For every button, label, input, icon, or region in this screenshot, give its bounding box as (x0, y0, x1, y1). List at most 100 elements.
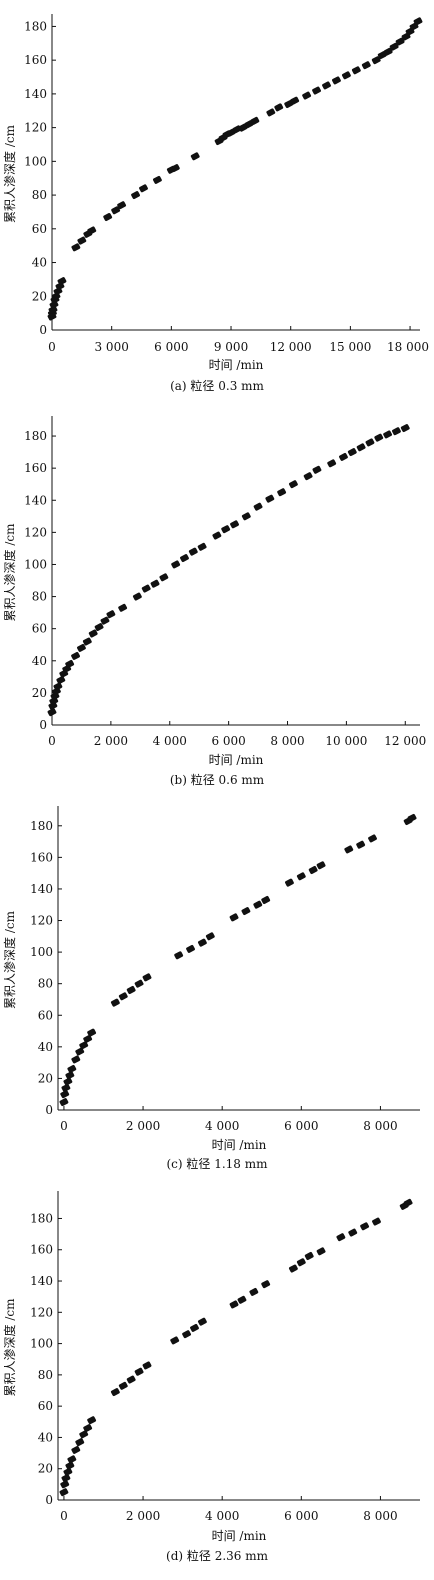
data-point (150, 579, 160, 588)
data-point (75, 1047, 85, 1056)
y-axis-label: 累积人渗深度 /cm (2, 1298, 17, 1397)
panel-caption: (c) 粒径 1.18 mm (166, 1156, 268, 1171)
data-point (371, 56, 381, 65)
data-series (47, 17, 423, 321)
x-tick-label: 3 000 (94, 340, 128, 354)
data-point (57, 277, 67, 286)
chart-panel-4: 0 20 40 60 80 100 120 140 160 180 0 2 000 4 000 6 000… (2, 1191, 420, 1563)
data-point (344, 845, 354, 854)
x-tick-label: 12 000 (270, 340, 312, 354)
data-point (322, 81, 331, 90)
data-point (356, 840, 366, 849)
chart-panel-2: 0 20 40 60 80 100 120 140 160 180 0 2 000 4 000 6 000… (2, 416, 426, 787)
data-point (182, 1330, 191, 1339)
data-point (285, 878, 294, 887)
y-tick-label: 80 (38, 977, 53, 991)
data-point (48, 701, 58, 710)
data-point (296, 872, 306, 881)
y-tick-label: 20 (38, 1462, 53, 1476)
data-point (197, 1317, 207, 1326)
y-tick-label: 180 (24, 19, 47, 33)
x-tick-label: 8 000 (270, 734, 304, 748)
y-tick-label: 20 (32, 686, 47, 700)
data-point (59, 1098, 69, 1107)
data-point (126, 986, 136, 994)
data-point (67, 1455, 77, 1464)
y-tick-label: 80 (38, 1368, 53, 1382)
data-point (365, 438, 375, 447)
data-point (261, 896, 271, 904)
x-tick-label: 6 000 (154, 340, 188, 354)
data-point (170, 1336, 180, 1345)
data-point (336, 1233, 346, 1242)
data-point (197, 938, 207, 947)
data-point (87, 1416, 97, 1425)
y-tick-label: 140 (24, 87, 47, 101)
data-point (221, 525, 231, 534)
y-tick-label: 40 (32, 256, 47, 270)
data-point (139, 184, 148, 193)
data-point (111, 206, 121, 215)
panel-caption: (d) 粒径 2.36 mm (166, 1548, 269, 1563)
data-point (253, 900, 263, 909)
data-point (403, 1198, 413, 1207)
data-point (65, 1461, 75, 1470)
data-point (61, 1474, 71, 1483)
data-point (103, 213, 113, 222)
y-tick-label: 60 (38, 1008, 53, 1022)
chart-panel-3: 0 20 40 60 80 100 120 140 160 180 0 2 000 4 000 6 000… (2, 806, 420, 1171)
y-tick-label: 140 (24, 493, 47, 507)
x-tick-label: 4 000 (205, 1119, 239, 1133)
data-point (134, 979, 144, 988)
y-tick-label: 20 (38, 1071, 53, 1085)
x-tick-label: 10 000 (325, 734, 367, 748)
data-point (180, 554, 189, 563)
y-tick-label: 180 (24, 429, 47, 443)
data-point (274, 103, 284, 112)
x-tick-label: 8 000 (363, 1119, 397, 1133)
data-point (71, 1445, 81, 1454)
data-series (47, 424, 410, 717)
data-point (356, 443, 366, 452)
data-point (79, 1430, 89, 1439)
data-point (71, 1055, 81, 1064)
data-point (174, 951, 184, 960)
data-point (383, 47, 393, 56)
data-point (368, 834, 377, 843)
x-tick-label: 4 000 (153, 734, 187, 748)
data-point (303, 472, 313, 481)
x-tick-label: 18 000 (387, 340, 429, 354)
data-point (241, 907, 251, 916)
y-tick-label: 120 (24, 121, 47, 135)
x-tick-label: 2 000 (94, 734, 128, 748)
x-axis-label: 时间 /min (209, 358, 264, 372)
data-point (106, 610, 116, 619)
data-point (71, 243, 81, 252)
data-point (63, 1077, 73, 1086)
y-tick-label: 100 (24, 154, 47, 168)
y-tick-label: 160 (24, 53, 47, 67)
data-point (75, 1438, 85, 1447)
data-point (126, 1375, 136, 1384)
data-point (395, 37, 405, 46)
y-tick-label: 40 (32, 654, 47, 668)
y-tick-label: 0 (45, 1493, 53, 1507)
y-tick-label: 160 (24, 461, 47, 475)
data-point (249, 1287, 259, 1296)
y-tick-label: 40 (38, 1430, 53, 1444)
y-tick-label: 120 (24, 525, 47, 539)
data-point (253, 502, 263, 511)
x-tick-label: 6 000 (284, 1509, 318, 1523)
data-point (261, 1280, 271, 1289)
data-point (56, 676, 66, 685)
data-series (59, 813, 417, 1107)
x-tick-label: 0 (48, 734, 56, 748)
data-point (94, 623, 104, 632)
data-point (212, 531, 222, 540)
data-point (83, 1424, 93, 1433)
y-tick-label: 160 (30, 1243, 53, 1257)
data-point (312, 465, 322, 474)
data-point (53, 682, 63, 691)
data-series (59, 1198, 413, 1497)
data-point (131, 191, 140, 200)
